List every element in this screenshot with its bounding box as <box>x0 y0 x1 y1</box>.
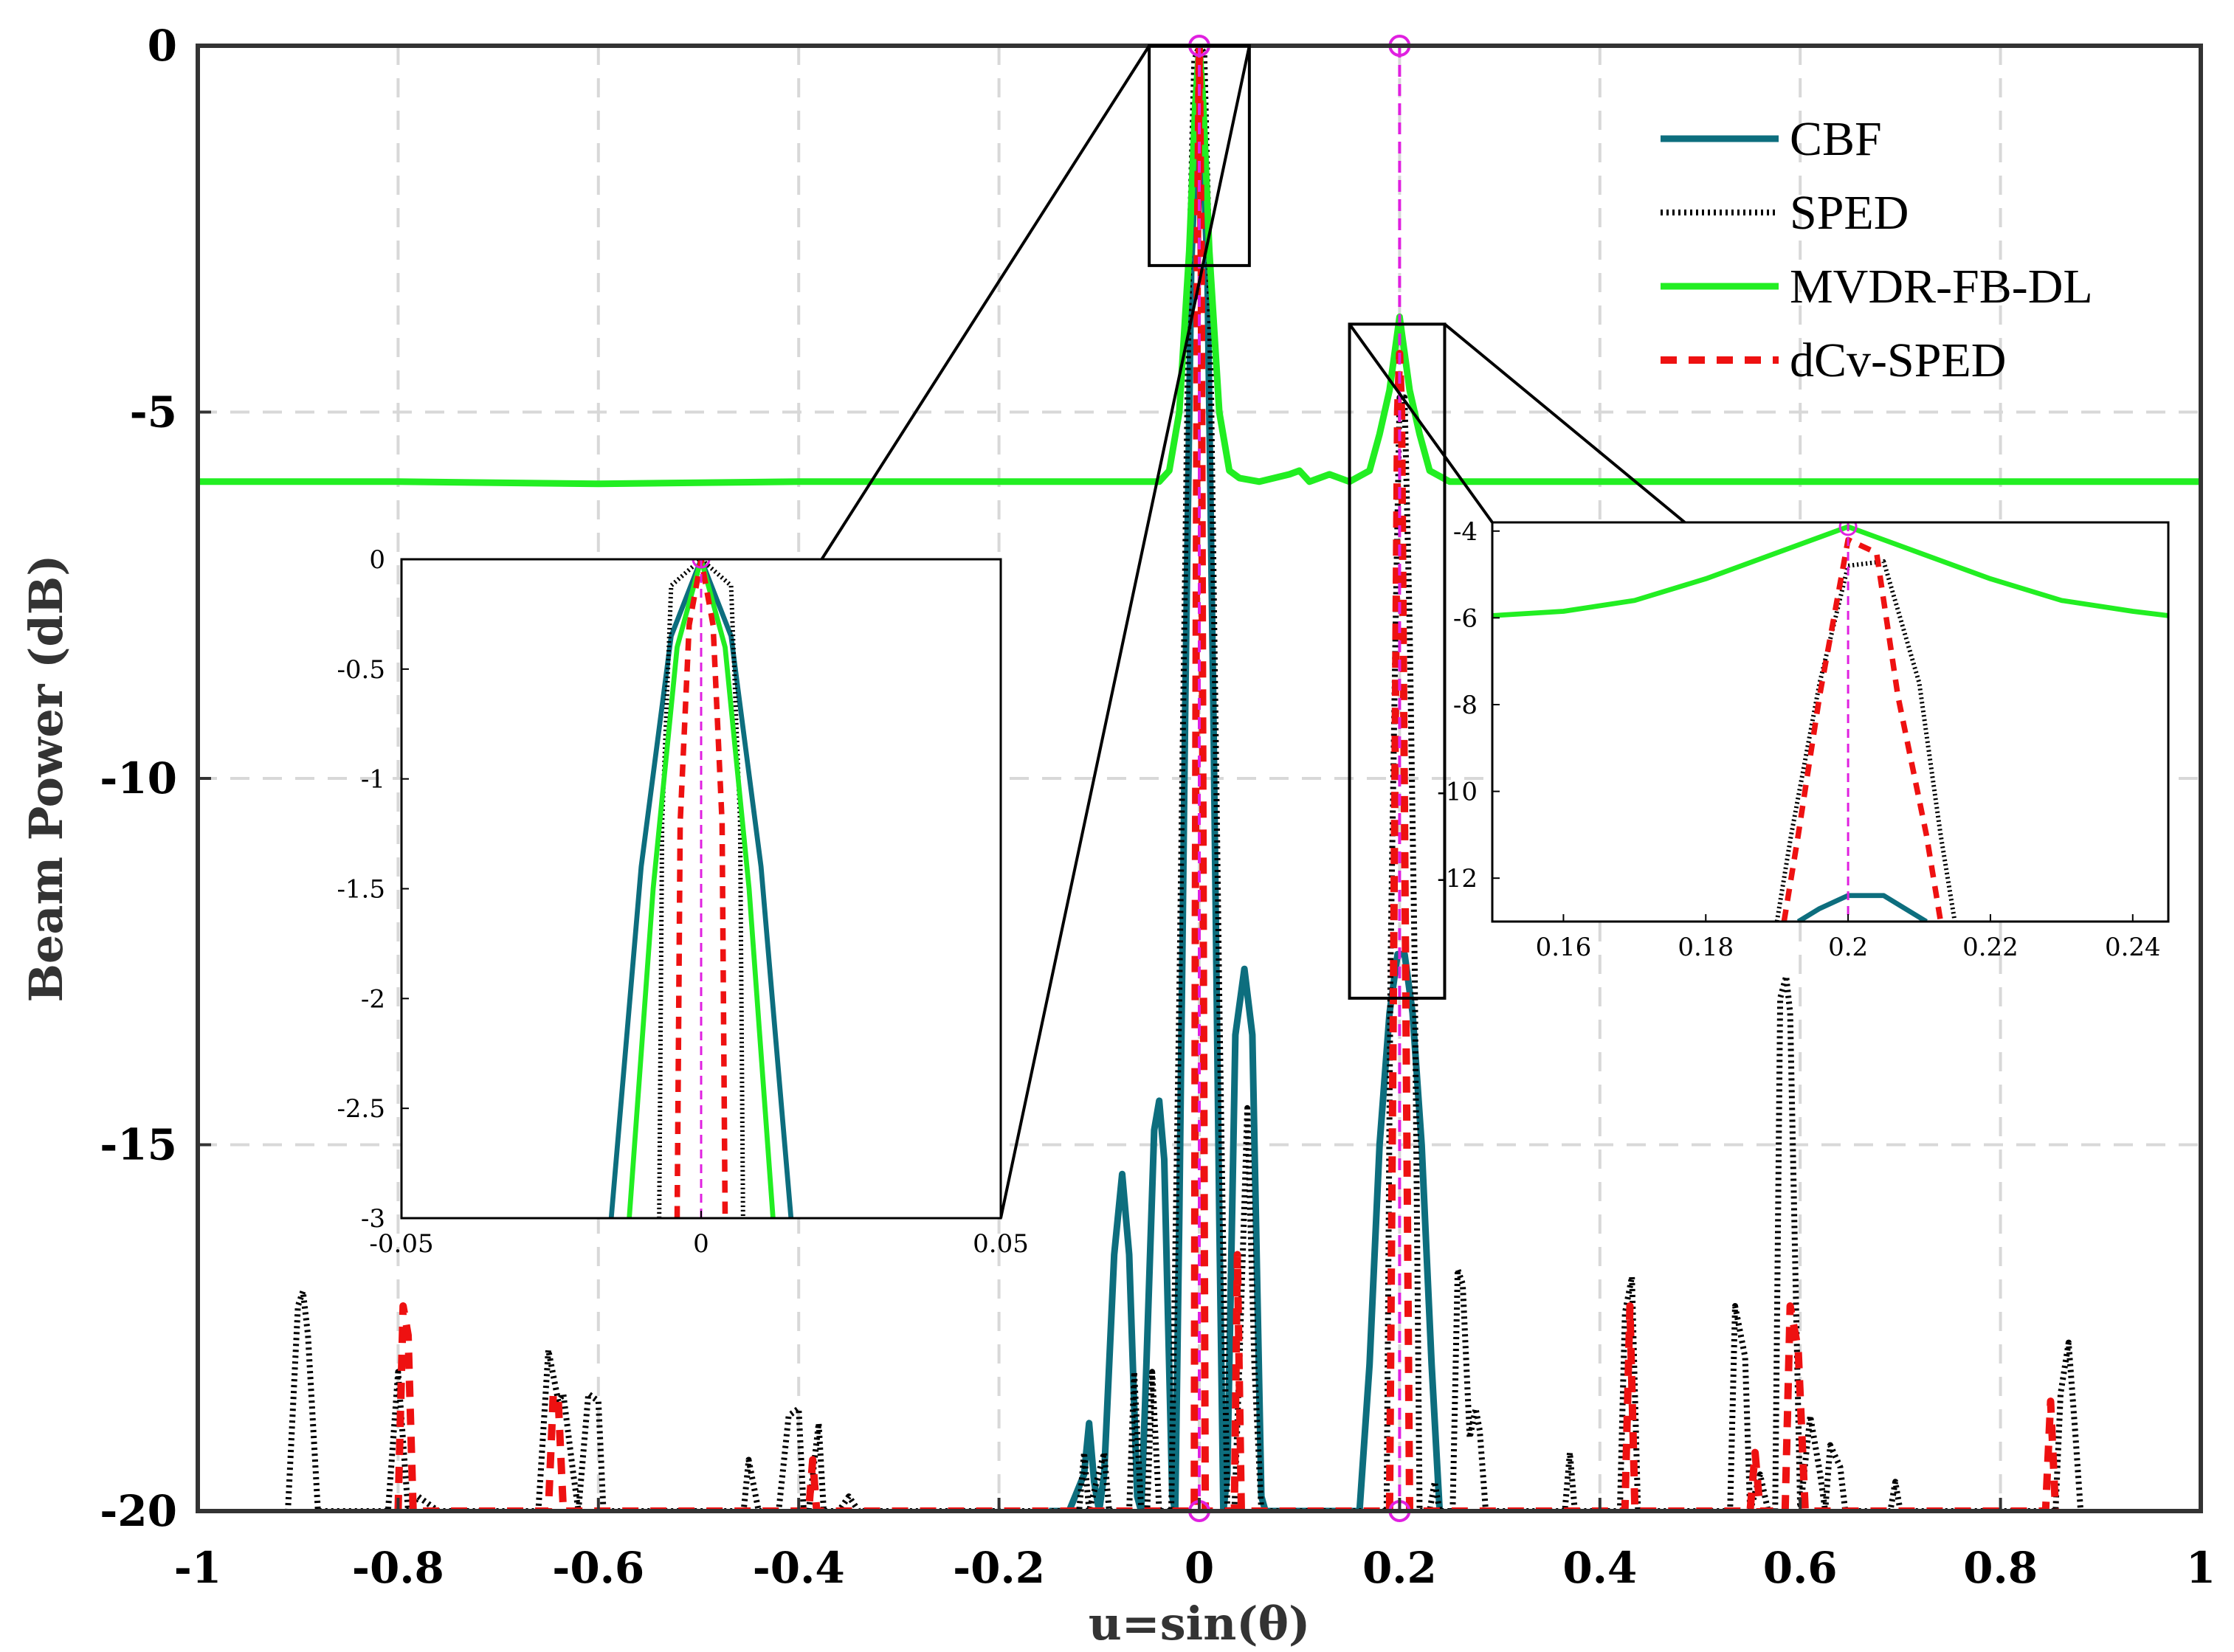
inset-y-tick-label: -6 <box>1453 604 1478 633</box>
inset-x-tick-label: 0.22 <box>1962 933 2018 962</box>
inset-y-tick-label: -12 <box>1437 864 1478 894</box>
y-tick-label: -5 <box>130 387 177 438</box>
inset-x-tick-label: 0.18 <box>1678 933 1734 962</box>
x-tick-label: -1 <box>174 1543 221 1593</box>
x-tick-label: 0.6 <box>1763 1543 1838 1593</box>
zoom-connector-line <box>999 45 1251 1219</box>
inset-zoom-main-lobe: -0.05 0 0.05 0 -0.5 -1 -1.5 -2 -2.5 -3 <box>337 545 1028 1259</box>
inset-true-source-marker <box>1838 522 1858 536</box>
inset-y-tick-label: -8 <box>1453 691 1478 720</box>
x-tick-label: 0.4 <box>1562 1543 1637 1593</box>
series-line-mvdr-fb-dl <box>198 46 2201 488</box>
x-tick-label: -0.8 <box>352 1543 444 1593</box>
series-line-cbf <box>1796 893 1928 922</box>
y-tick-label: -20 <box>100 1486 177 1536</box>
inset-x-tick-label: 0 <box>693 1229 709 1259</box>
inset-background <box>1492 522 2168 922</box>
inset-y-tick-label: -2 <box>361 984 385 1014</box>
inset-y-tick-label: -10 <box>1437 778 1478 807</box>
inset-zoom-second-lobe: 0.16 0.18 0.2 0.22 0.24 -4 -6 -8 -10 -12 <box>1437 517 2170 962</box>
y-tick-label: 0 <box>148 21 177 71</box>
x-tick-label: 1 <box>2186 1543 2216 1593</box>
x-tick-label: 0 <box>1185 1543 1214 1593</box>
inset-x-tick-label: -0.05 <box>369 1229 433 1259</box>
y-axis-title: Beam Power (dB) <box>19 554 73 1002</box>
inset-frame <box>1491 521 2170 923</box>
inset-true-source-marker <box>692 559 711 569</box>
series-line-cbf <box>608 559 794 1218</box>
series-line-sped <box>1774 559 1957 922</box>
y-tick-label: -10 <box>100 753 177 803</box>
zoom-source-box <box>1348 322 1447 1000</box>
inset-y-tick-label: -1.5 <box>337 875 385 905</box>
zoom-connector-line <box>1348 323 1494 524</box>
inset-y-tick-label: -4 <box>1453 517 1478 547</box>
series-line-sped <box>285 46 2084 1511</box>
y-tick-label: -15 <box>100 1120 177 1170</box>
inset-y-tick-label: 0 <box>369 545 385 575</box>
inset-x-tick-label: 0.16 <box>1536 933 1592 962</box>
legend-label-dcv-sped: dCv-SPED <box>1790 333 2006 387</box>
inset-y-tick-label: -0.5 <box>337 655 385 685</box>
legend: CBF SPED MVDR-FB-DL dCv-SPED <box>1661 112 2093 387</box>
series-line-mvdr-fb-dl <box>627 559 776 1218</box>
legend-label-mvdr-fb-dl: MVDR-FB-DL <box>1790 260 2093 314</box>
x-tick-label: -0.2 <box>953 1543 1045 1593</box>
x-axis-title: u=sin(θ) <box>1089 1597 1311 1648</box>
series-line-cbf <box>1049 57 1444 1511</box>
inset-x-tick-label: 0.24 <box>2105 933 2161 962</box>
x-tick-label: 0.8 <box>1963 1543 2038 1593</box>
series-line-dcv-sped <box>1781 536 1944 922</box>
inset-x-tick-label: 0.05 <box>973 1229 1029 1259</box>
inset-x-tick-label: 0.2 <box>1828 933 1868 962</box>
x-tick-label: -0.6 <box>552 1543 644 1593</box>
inset-y-tick-label: -3 <box>361 1204 385 1234</box>
inset-y-tick-label: -1 <box>361 765 385 795</box>
x-tick-label: -0.4 <box>753 1543 845 1593</box>
x-tick-label: 0.2 <box>1362 1543 1437 1593</box>
inset-y-tick-label: -2.5 <box>337 1094 385 1124</box>
legend-label-cbf: CBF <box>1790 112 1882 166</box>
zoom-source-box <box>1148 44 1251 267</box>
legend-label-sped: SPED <box>1790 186 1909 240</box>
